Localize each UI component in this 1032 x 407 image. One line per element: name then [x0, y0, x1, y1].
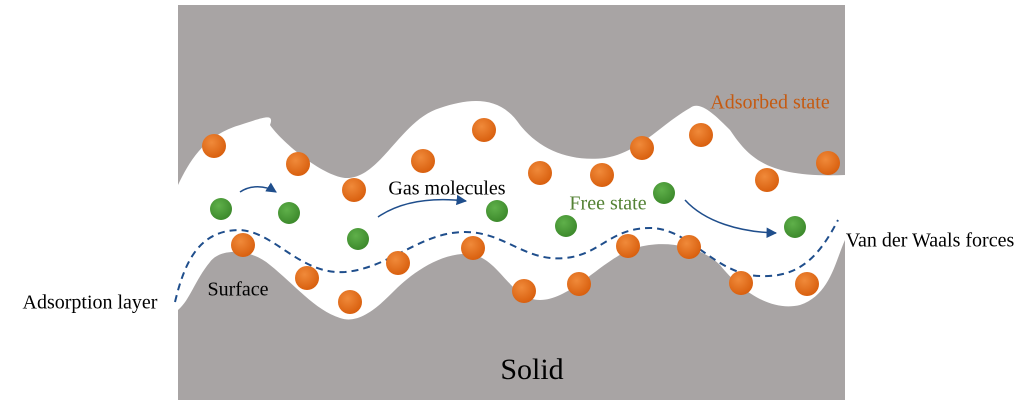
label-surface: Surface [207, 279, 268, 301]
label-van-der-waals: Van der Waals forces [846, 230, 1015, 252]
label-gas-molecules: Gas molecules [388, 178, 505, 200]
adsorbed-molecules [202, 118, 840, 314]
label-adsorbed-state: Adsorbed state [710, 92, 830, 114]
arrow [684, 199, 778, 238]
free-molecules [210, 182, 806, 250]
arrow [377, 194, 468, 218]
label-free-state: Free state [569, 193, 646, 215]
label-adsorption-layer: Adsorption layer [23, 292, 158, 314]
arrow [239, 182, 277, 193]
pore-channel [178, 101, 845, 320]
label-solid: Solid [500, 353, 563, 386]
